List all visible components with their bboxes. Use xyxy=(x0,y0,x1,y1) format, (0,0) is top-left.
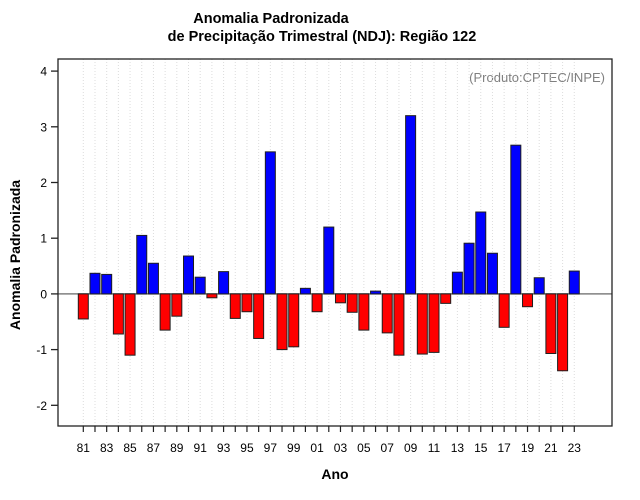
bar-14 xyxy=(463,242,475,295)
x-tick-label-01: 01 xyxy=(310,441,324,455)
bar-91 xyxy=(194,276,206,295)
x-tick-label-85: 85 xyxy=(123,441,137,455)
bar-93 xyxy=(218,271,230,295)
bar-20 xyxy=(533,277,545,295)
x-tick-label-89: 89 xyxy=(170,441,184,455)
bar-84 xyxy=(112,293,124,335)
bar-15 xyxy=(475,211,487,295)
bar-96 xyxy=(253,293,265,339)
y-tick-label: 3 xyxy=(40,120,47,134)
bar-17 xyxy=(498,293,510,328)
x-tick-label-93: 93 xyxy=(217,441,231,455)
bar-16 xyxy=(486,252,498,295)
x-tick-label-95: 95 xyxy=(240,441,254,455)
plot-frame xyxy=(57,58,613,427)
bar-89 xyxy=(171,293,183,317)
bar-00 xyxy=(299,287,311,295)
bar-21 xyxy=(545,293,557,354)
bar-18 xyxy=(510,144,522,295)
x-tick-label-09: 09 xyxy=(404,441,418,455)
bar-08 xyxy=(393,293,405,356)
bar-95 xyxy=(241,293,253,313)
bar-82 xyxy=(89,272,101,295)
bar-90 xyxy=(183,255,195,295)
x-tick-label-87: 87 xyxy=(147,441,161,455)
bar-86 xyxy=(136,234,148,295)
x-tick-label-19: 19 xyxy=(521,441,535,455)
y-axis-title: Anomalia Padronizada xyxy=(7,179,23,331)
bar-92 xyxy=(206,293,218,299)
bar-11 xyxy=(428,293,440,353)
bar-06 xyxy=(370,290,382,295)
x-tick-label-03: 03 xyxy=(334,441,348,455)
bar-23 xyxy=(568,270,580,295)
x-tick-label-91: 91 xyxy=(194,441,208,455)
bar-85 xyxy=(124,293,136,356)
bar-83 xyxy=(101,273,113,295)
bar-94 xyxy=(229,293,241,319)
x-tick-label-17: 17 xyxy=(497,441,511,455)
bar-04 xyxy=(346,293,358,313)
x-tick-label-21: 21 xyxy=(544,441,558,455)
bar-10 xyxy=(416,293,428,355)
x-tick-label-15: 15 xyxy=(474,441,488,455)
bar-97 xyxy=(264,151,276,295)
x-tick-label-05: 05 xyxy=(357,441,371,455)
x-tick-label-81: 81 xyxy=(77,441,91,455)
y-tick-label: -2 xyxy=(36,399,47,413)
bar-81 xyxy=(77,293,89,320)
bar-12 xyxy=(440,293,452,304)
bar-03 xyxy=(334,293,346,304)
bar-13 xyxy=(451,271,463,295)
bar-88 xyxy=(159,293,171,331)
bar-99 xyxy=(288,293,300,348)
bar-22 xyxy=(557,293,569,372)
y-tick-label: 2 xyxy=(40,176,47,190)
bar-02 xyxy=(323,226,335,295)
x-tick-label-23: 23 xyxy=(568,441,582,455)
x-axis-title: Ano xyxy=(321,466,349,482)
y-tick-label: -1 xyxy=(36,343,47,357)
x-tick-label-11: 11 xyxy=(428,441,441,455)
y-tick-label: 4 xyxy=(40,65,47,79)
bar-98 xyxy=(276,293,288,351)
source-annotation: (Produto:CPTEC/INPE) xyxy=(469,70,605,85)
x-tick-label-07: 07 xyxy=(381,441,395,455)
chart-title-line1: Anomalia Padronizada xyxy=(193,11,349,27)
y-tick-label: 1 xyxy=(40,232,47,246)
y-tick-label: 0 xyxy=(40,287,47,301)
bar-87 xyxy=(147,262,159,295)
bar-07 xyxy=(381,293,393,334)
x-tick-label-99: 99 xyxy=(287,441,301,455)
chart-title-line2: de Precipitação Trimestral (NDJ): Região… xyxy=(167,29,477,45)
x-tick-label-83: 83 xyxy=(100,441,114,455)
bar-01 xyxy=(311,293,323,313)
bar-05 xyxy=(358,293,370,331)
x-tick-label-97: 97 xyxy=(264,441,278,455)
bar-19 xyxy=(522,293,534,308)
x-tick-label-13: 13 xyxy=(451,441,465,455)
bar-09 xyxy=(405,115,417,295)
